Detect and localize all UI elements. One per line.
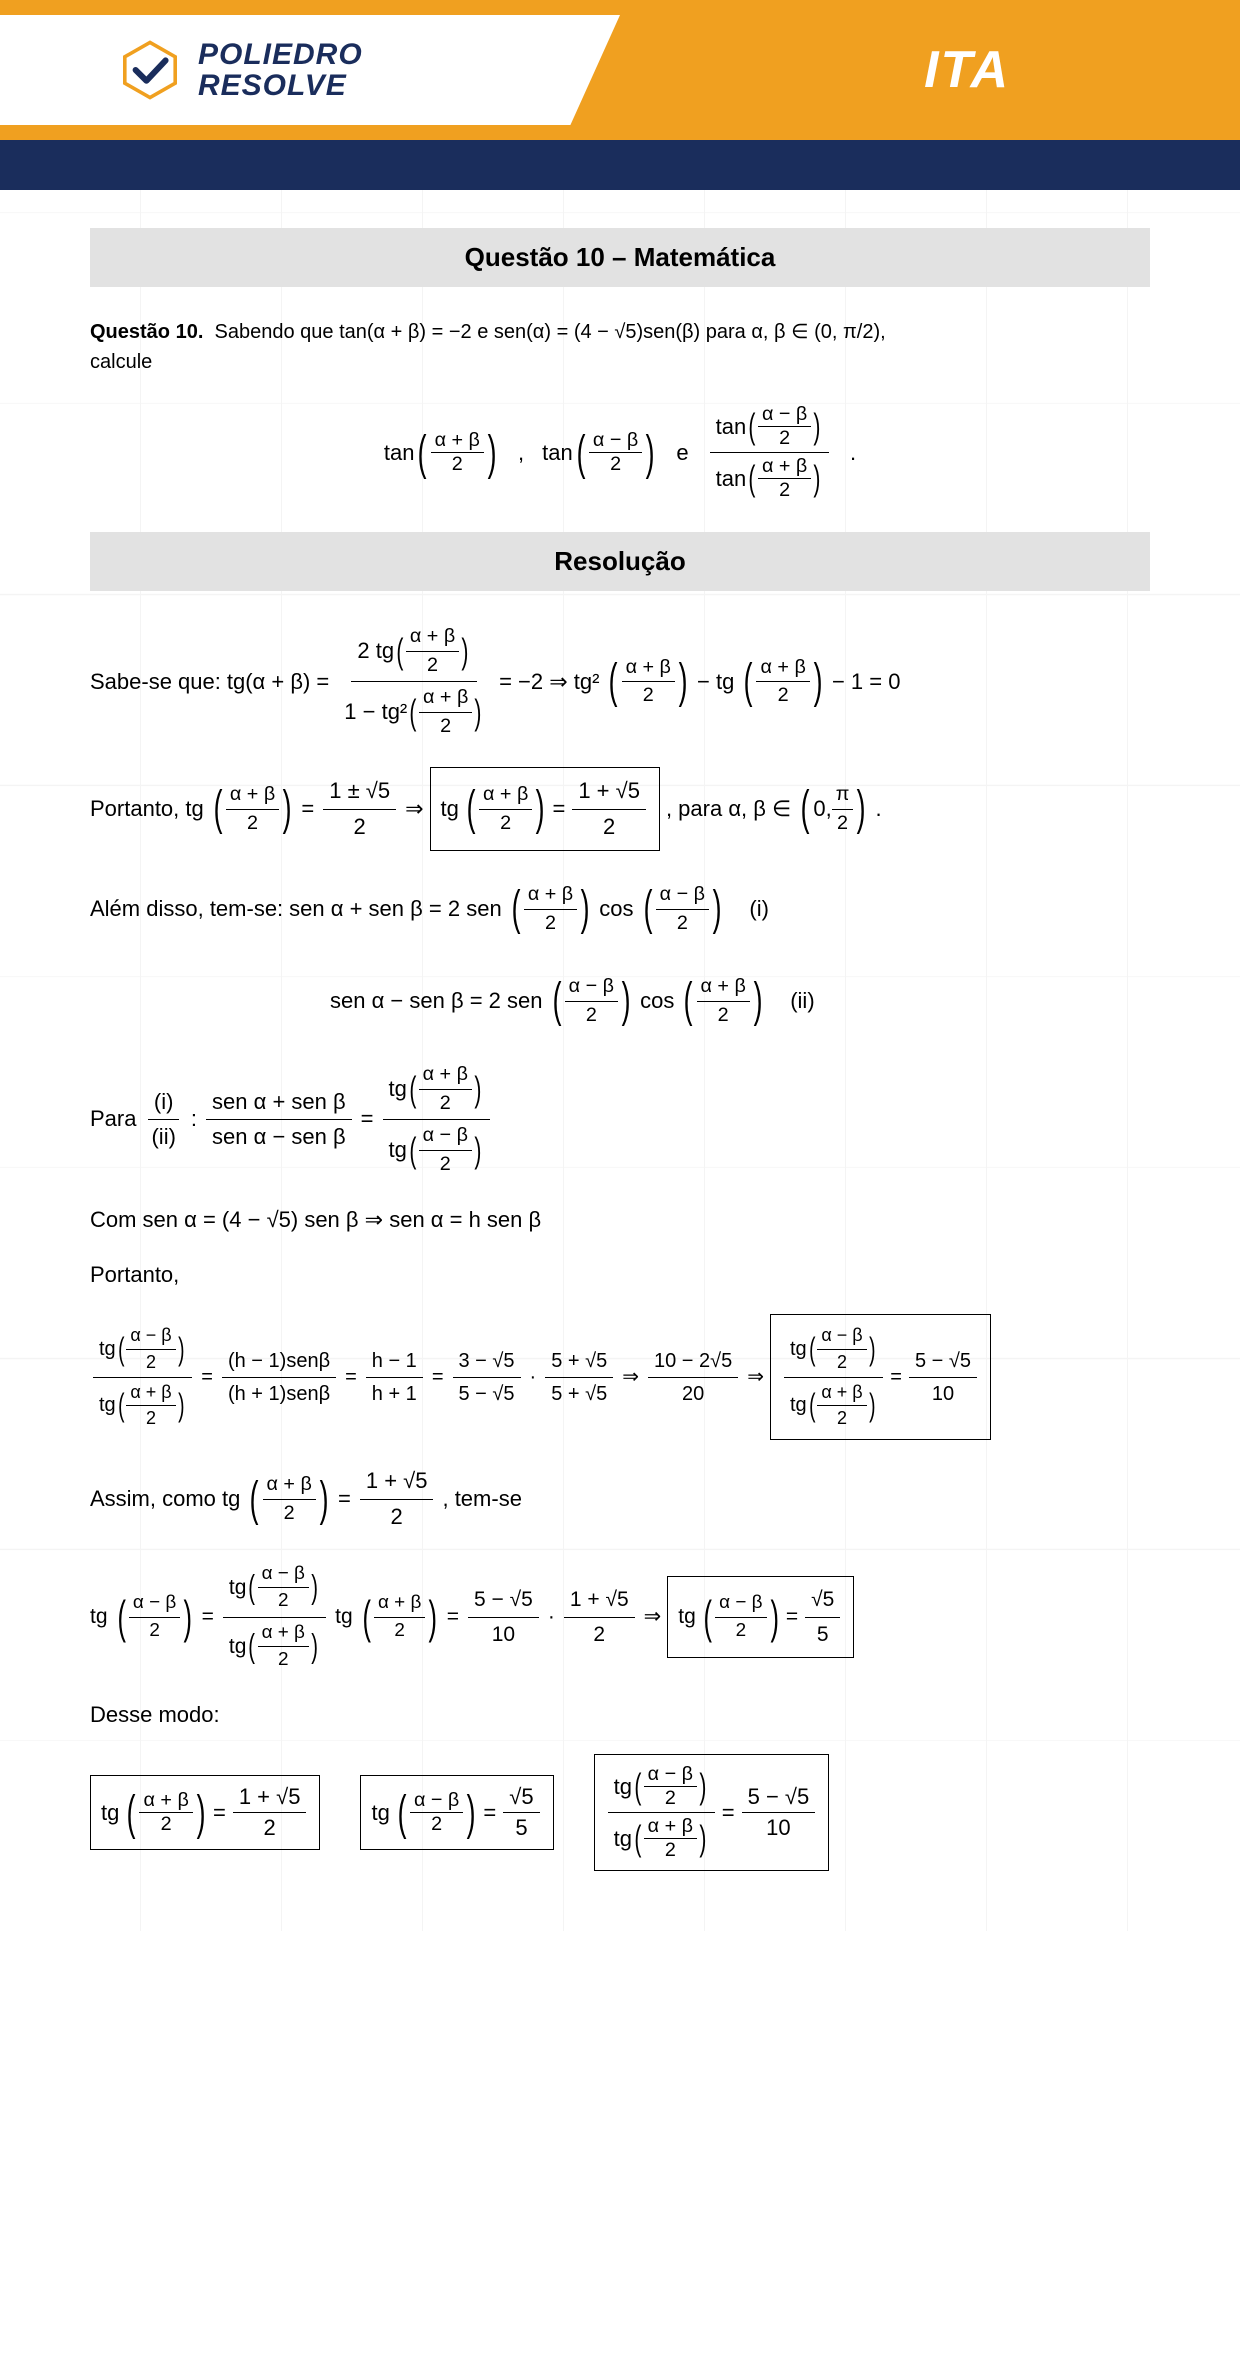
question-label: Questão 10. [90,321,203,343]
exam-name: ITA [924,40,1010,100]
resolution-line-9: tg α − β2 = tgα − β2 tgα + β2 tg α + β2 … [90,1559,1150,1676]
boxed-result-3: tg α − β2 = √55 [667,1576,854,1658]
question-title-bar: Questão 10 – Matemática [90,228,1150,287]
resolution-line-5: Para (i)(ii) : sen α + sen βsen α − sen … [90,1059,1150,1181]
boxed-result-1: tg α + β2 = 1 + √52 [430,767,660,852]
resolution-title-bar: Resolução [90,532,1150,591]
expr-tan-ratio: tanα − β2 tanα + β2 [710,401,829,504]
brand-line2: RESOLVE [198,70,363,102]
expr-and: e [676,440,688,466]
final-box-2: tg α − β2 = √55 [360,1775,553,1850]
comma-1: , [518,440,524,466]
expr-tan-1: tan α + β2 [384,425,500,481]
period: . [850,440,856,466]
question-expressions: tan α + β2 , tan α − β2 e tanα − β2 tanα… [90,401,1150,504]
resolution-line-4: sen α − sen β = 2 sen α − β2 cos α + β2 … [90,967,1150,1035]
resolution-line-7: tgα − β2 tgα + β2 = (h − 1)senβ(h + 1)se… [90,1314,1150,1440]
final-box-1: tg α + β2 = 1 + √52 [90,1775,320,1850]
resolution-line-10: Desse modo: [90,1700,1150,1731]
expr-tan-2: tan α − β2 [542,425,658,481]
resolution-line-7-label: Portanto, [90,1260,1150,1291]
brand-text: POLIEDRO RESOLVE [198,39,363,102]
brand-panel: POLIEDRO RESOLVE [0,15,620,125]
header-orange-band: POLIEDRO RESOLVE ITA [0,0,1240,140]
resolution-line-8: Assim, como tg α + β2 = 1 + √52 , tem-se [90,1464,1150,1535]
header-navy-band [0,140,1240,190]
resolution-line-3: Além disso, tem-se: sen α + sen β = 2 se… [90,875,1150,943]
resolution-line-1: Sabe-se que: tg(α + β) = 2 tgα + β2 1 − … [90,621,1150,743]
resolution-line-6: Com sen α = (4 − √5) sen β ⇒ sen α = h s… [90,1205,1150,1236]
page-header: POLIEDRO RESOLVE ITA [0,0,1240,190]
brand-line1: POLIEDRO [198,39,363,71]
final-box-3: tgα − β2 tgα + β2 = 5 − √510 [594,1754,830,1871]
logo-hexagon-icon [120,40,180,100]
question-text-2: calcule [90,351,152,373]
question-statement: Questão 10. Sabendo que tan(α + β) = −2 … [90,317,1150,377]
final-results-row: tg α + β2 = 1 + √52 tg α − β2 = √55 tgα … [90,1754,1150,1871]
page-content: Questão 10 – Matemática Questão 10. Sabe… [0,190,1240,1931]
boxed-result-2: tgα − β2 tgα + β2 = 5 − √510 [770,1314,991,1440]
question-text-1: Sabendo que tan(α + β) = −2 e sen(α) = (… [215,321,886,343]
resolution-line-2: Portanto, tg α + β2 = 1 ± √52 ⇒ tg α + β… [90,767,1150,852]
